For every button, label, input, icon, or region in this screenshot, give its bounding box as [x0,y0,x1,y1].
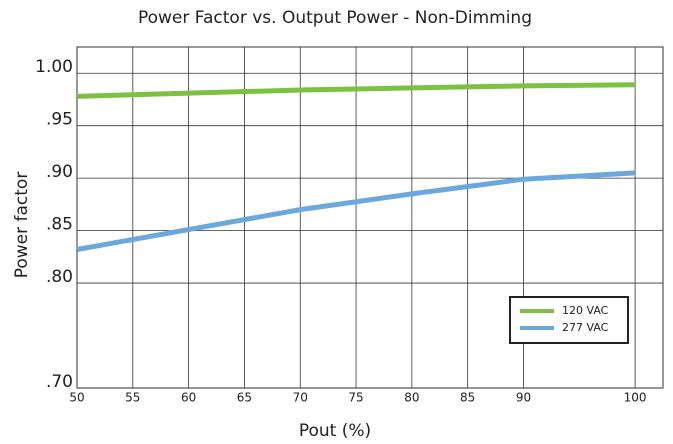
x-tick-label: 60 [181,391,196,405]
x-tick-label: 85 [460,391,475,405]
legend: 120 VAC 277 VAC [509,296,629,344]
legend-label: 277 VAC [562,321,609,334]
chart-title: Power Factor vs. Output Power - Non-Dimm… [138,8,532,28]
x-tick-label: 65 [237,391,252,405]
y-tick-label: 1.00 [35,57,73,77]
x-tick-label: 55 [125,391,140,405]
series-line [76,170,636,252]
legend-box [509,296,629,344]
y-tick-label: .90 [46,162,73,182]
x-tick-label: 75 [348,391,363,405]
x-tick-label: 70 [293,391,308,405]
y-tick-label: .95 [46,110,73,130]
x-tick-label: 100 [624,391,647,405]
x-tick-label: 80 [404,391,419,405]
legend-label: 120 VAC [562,304,609,317]
y-tick-label: .70 [46,372,73,392]
y-tick-label: .80 [46,267,73,287]
series-line [76,82,636,99]
y-axis-label: Power factor [12,172,32,279]
x-tick-label: 50 [69,391,84,405]
x-tick-label: 90 [516,391,531,405]
y-tick-label: .85 [46,215,73,235]
x-axis-label: Pout (%) [299,421,371,441]
